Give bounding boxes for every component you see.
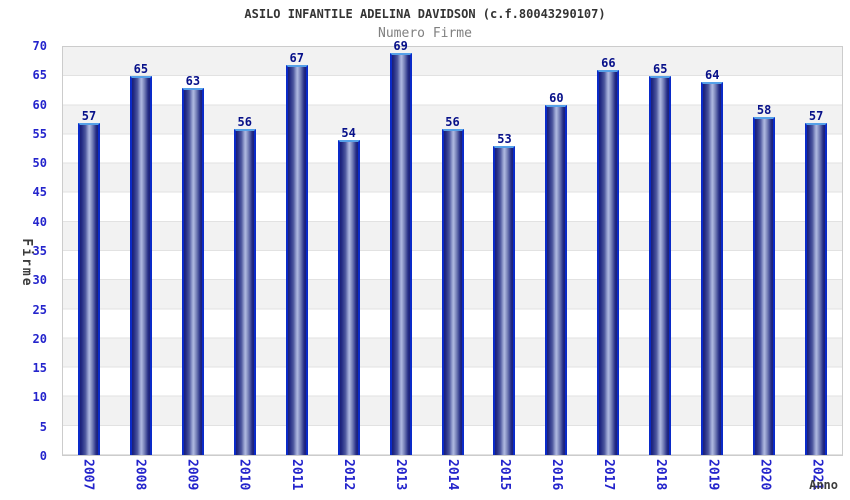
x-slot: 2015 (479, 459, 531, 499)
y-tick-label: 15 (32, 361, 47, 376)
bar-value-label: 69 (393, 38, 408, 53)
y-tick-label: 25 (32, 302, 47, 317)
y-tick-label: 70 (32, 39, 47, 53)
x-axis-title: Anno (809, 478, 838, 492)
y-tick-label: 35 (32, 244, 47, 258)
bar-value-label: 64 (704, 67, 720, 82)
bar: 56 (441, 116, 464, 455)
bars: 57 65 63 56 67 54 69 56 53 60 66 65 64 58 57 (63, 40, 842, 455)
y-axis: 0 5 10 15 20 25 30 35 40 45 50 55 60 65 70 (0, 40, 47, 462)
x-slot: 2017 (583, 459, 635, 499)
x-tick-label: 2011 (288, 459, 304, 491)
x-tick-label: 2017 (601, 459, 617, 491)
y-tick-label: 65 (32, 68, 47, 83)
chart-subtitle: Numero Firme (378, 26, 472, 41)
x-slot: 2013 (374, 459, 426, 499)
bar: 65 (129, 63, 152, 455)
bar: 63 (181, 75, 204, 455)
y-axis-title: Firme (19, 238, 34, 288)
x-tick-label: 2009 (184, 459, 200, 491)
bar: 57 (77, 110, 100, 455)
bar-slot: 66 (582, 47, 634, 455)
y-tick-label: 10 (32, 390, 47, 405)
x-tick-label: 2014 (444, 459, 460, 491)
bar-value-label: 53 (497, 132, 512, 147)
bar-slot: 54 (323, 47, 375, 455)
x-slot: 2012 (322, 459, 374, 499)
y-tick-label: 45 (32, 185, 47, 200)
bar: 53 (493, 133, 516, 455)
bar-value-label: 66 (601, 56, 616, 71)
x-tick-label: 2021 (809, 459, 825, 491)
chart-title: ASILO INFANTILE ADELINA DAVIDSON (c.f.80… (244, 7, 606, 21)
bar-slot: 57 (790, 47, 842, 455)
x-tick-label: 2008 (132, 459, 148, 491)
bar-value-label: 56 (237, 114, 253, 129)
x-slot: 2021 (791, 459, 843, 499)
bar-slot: 63 (167, 47, 219, 455)
bar: 69 (389, 40, 412, 455)
bar: 67 (285, 52, 308, 455)
x-tick-label: 2015 (497, 459, 513, 491)
bar-value-label: 56 (445, 114, 460, 129)
x-tick-label: 2010 (236, 459, 252, 491)
bar: 60 (545, 92, 568, 455)
y-tick-label: 60 (32, 97, 47, 112)
x-axis: 2007 2008 2009 2010 2011 2012 2013 2014 2015 2016… (62, 459, 843, 499)
bar: 64 (701, 69, 724, 455)
plot-area: 57 65 63 56 67 54 69 56 53 60 66 65 64 58 57 (62, 40, 843, 456)
x-tick-label: 2007 (80, 459, 96, 491)
bar-slot: 56 (427, 47, 479, 455)
x-tick-label: 2020 (757, 459, 773, 491)
y-tick-label: 0 (39, 449, 47, 463)
bar-slot: 56 (219, 47, 271, 455)
x-tick-label: 2019 (705, 459, 721, 491)
bar-slot: 58 (738, 47, 790, 455)
bar-slot: 67 (271, 47, 323, 455)
x-tick-label: 2018 (653, 459, 669, 491)
bar-value-label: 57 (81, 108, 97, 123)
x-slot: 2016 (531, 459, 583, 499)
bar: 65 (649, 63, 672, 455)
bar-slot: 64 (686, 47, 738, 455)
bar-value-label: 63 (185, 73, 201, 88)
y-tick-label: 20 (32, 331, 47, 346)
y-tick-label: 5 (39, 419, 47, 434)
x-slot: 2014 (426, 459, 478, 499)
bar-value-label: 58 (756, 102, 772, 117)
x-slot: 2020 (739, 459, 791, 499)
bar-slot: 65 (115, 47, 167, 455)
bar-slot: 57 (63, 47, 115, 455)
bar-value-label: 67 (289, 50, 304, 65)
y-tick-label: 30 (32, 273, 47, 288)
x-slot: 2007 (62, 459, 114, 499)
bar-value-label: 54 (341, 126, 356, 141)
x-slot: 2011 (270, 459, 322, 499)
y-tick-label: 50 (32, 156, 47, 171)
x-slot: 2008 (114, 459, 166, 499)
bar: 66 (597, 57, 620, 455)
bar-value-label: 60 (549, 91, 564, 106)
bar-slot: 69 (375, 40, 427, 455)
x-tick-label: 2012 (340, 459, 356, 491)
bar-value-label: 57 (808, 108, 824, 123)
bar-value-label: 65 (653, 62, 668, 77)
bar: 57 (805, 110, 828, 455)
x-tick-label: 2016 (549, 459, 565, 491)
x-slot: 2019 (687, 459, 739, 499)
x-slot: 2018 (635, 459, 687, 499)
bar-slot: 65 (634, 47, 686, 455)
bar-slot: 53 (479, 47, 531, 455)
y-tick-label: 40 (32, 214, 47, 229)
bar: 58 (753, 104, 776, 455)
x-slot: 2010 (218, 459, 270, 499)
x-tick-label: 2013 (392, 459, 408, 491)
bar-value-label: 65 (133, 62, 149, 77)
bar: 56 (233, 116, 256, 455)
bar: 54 (337, 127, 360, 455)
x-slot: 2009 (166, 459, 218, 499)
y-tick-label: 55 (32, 126, 47, 141)
bar-slot: 60 (530, 47, 582, 455)
